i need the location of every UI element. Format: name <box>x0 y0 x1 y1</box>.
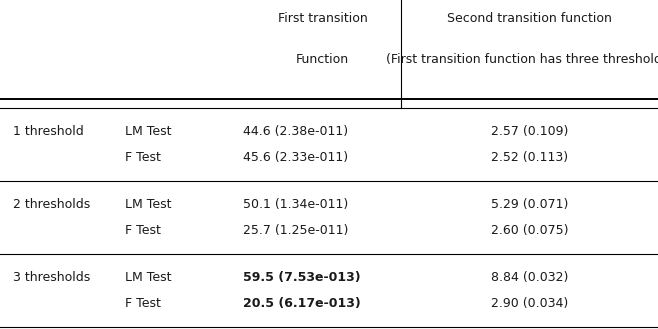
Text: 20.5 (6.17e-013): 20.5 (6.17e-013) <box>243 297 361 310</box>
Text: 25.7 (1.25e-011): 25.7 (1.25e-011) <box>243 224 349 237</box>
Text: F Test: F Test <box>125 151 161 164</box>
Text: 2.57 (0.109): 2.57 (0.109) <box>491 125 569 138</box>
Text: 8.84 (0.032): 8.84 (0.032) <box>491 271 569 284</box>
Text: 5.29 (0.071): 5.29 (0.071) <box>491 198 569 211</box>
Text: 50.1 (1.34e-011): 50.1 (1.34e-011) <box>243 198 349 211</box>
Text: 2.60 (0.075): 2.60 (0.075) <box>491 224 569 237</box>
Text: 2.90 (0.034): 2.90 (0.034) <box>491 297 569 310</box>
Text: 1 threshold: 1 threshold <box>13 125 84 138</box>
Text: 59.5 (7.53e-013): 59.5 (7.53e-013) <box>243 271 361 284</box>
Text: 2 thresholds: 2 thresholds <box>13 198 90 211</box>
Text: Second transition function: Second transition function <box>447 12 612 25</box>
Text: 44.6 (2.38e-011): 44.6 (2.38e-011) <box>243 125 349 138</box>
Text: Function: Function <box>296 53 349 66</box>
Text: F Test: F Test <box>125 224 161 237</box>
Text: LM Test: LM Test <box>125 125 172 138</box>
Text: 2.52 (0.113): 2.52 (0.113) <box>491 151 569 164</box>
Text: LM Test: LM Test <box>125 271 172 284</box>
Text: F Test: F Test <box>125 297 161 310</box>
Text: LM Test: LM Test <box>125 198 172 211</box>
Text: First transition: First transition <box>278 12 367 25</box>
Text: (First transition function has three thresholds): (First transition function has three thr… <box>386 53 658 66</box>
Text: 45.6 (2.33e-011): 45.6 (2.33e-011) <box>243 151 349 164</box>
Text: 3 thresholds: 3 thresholds <box>13 271 90 284</box>
